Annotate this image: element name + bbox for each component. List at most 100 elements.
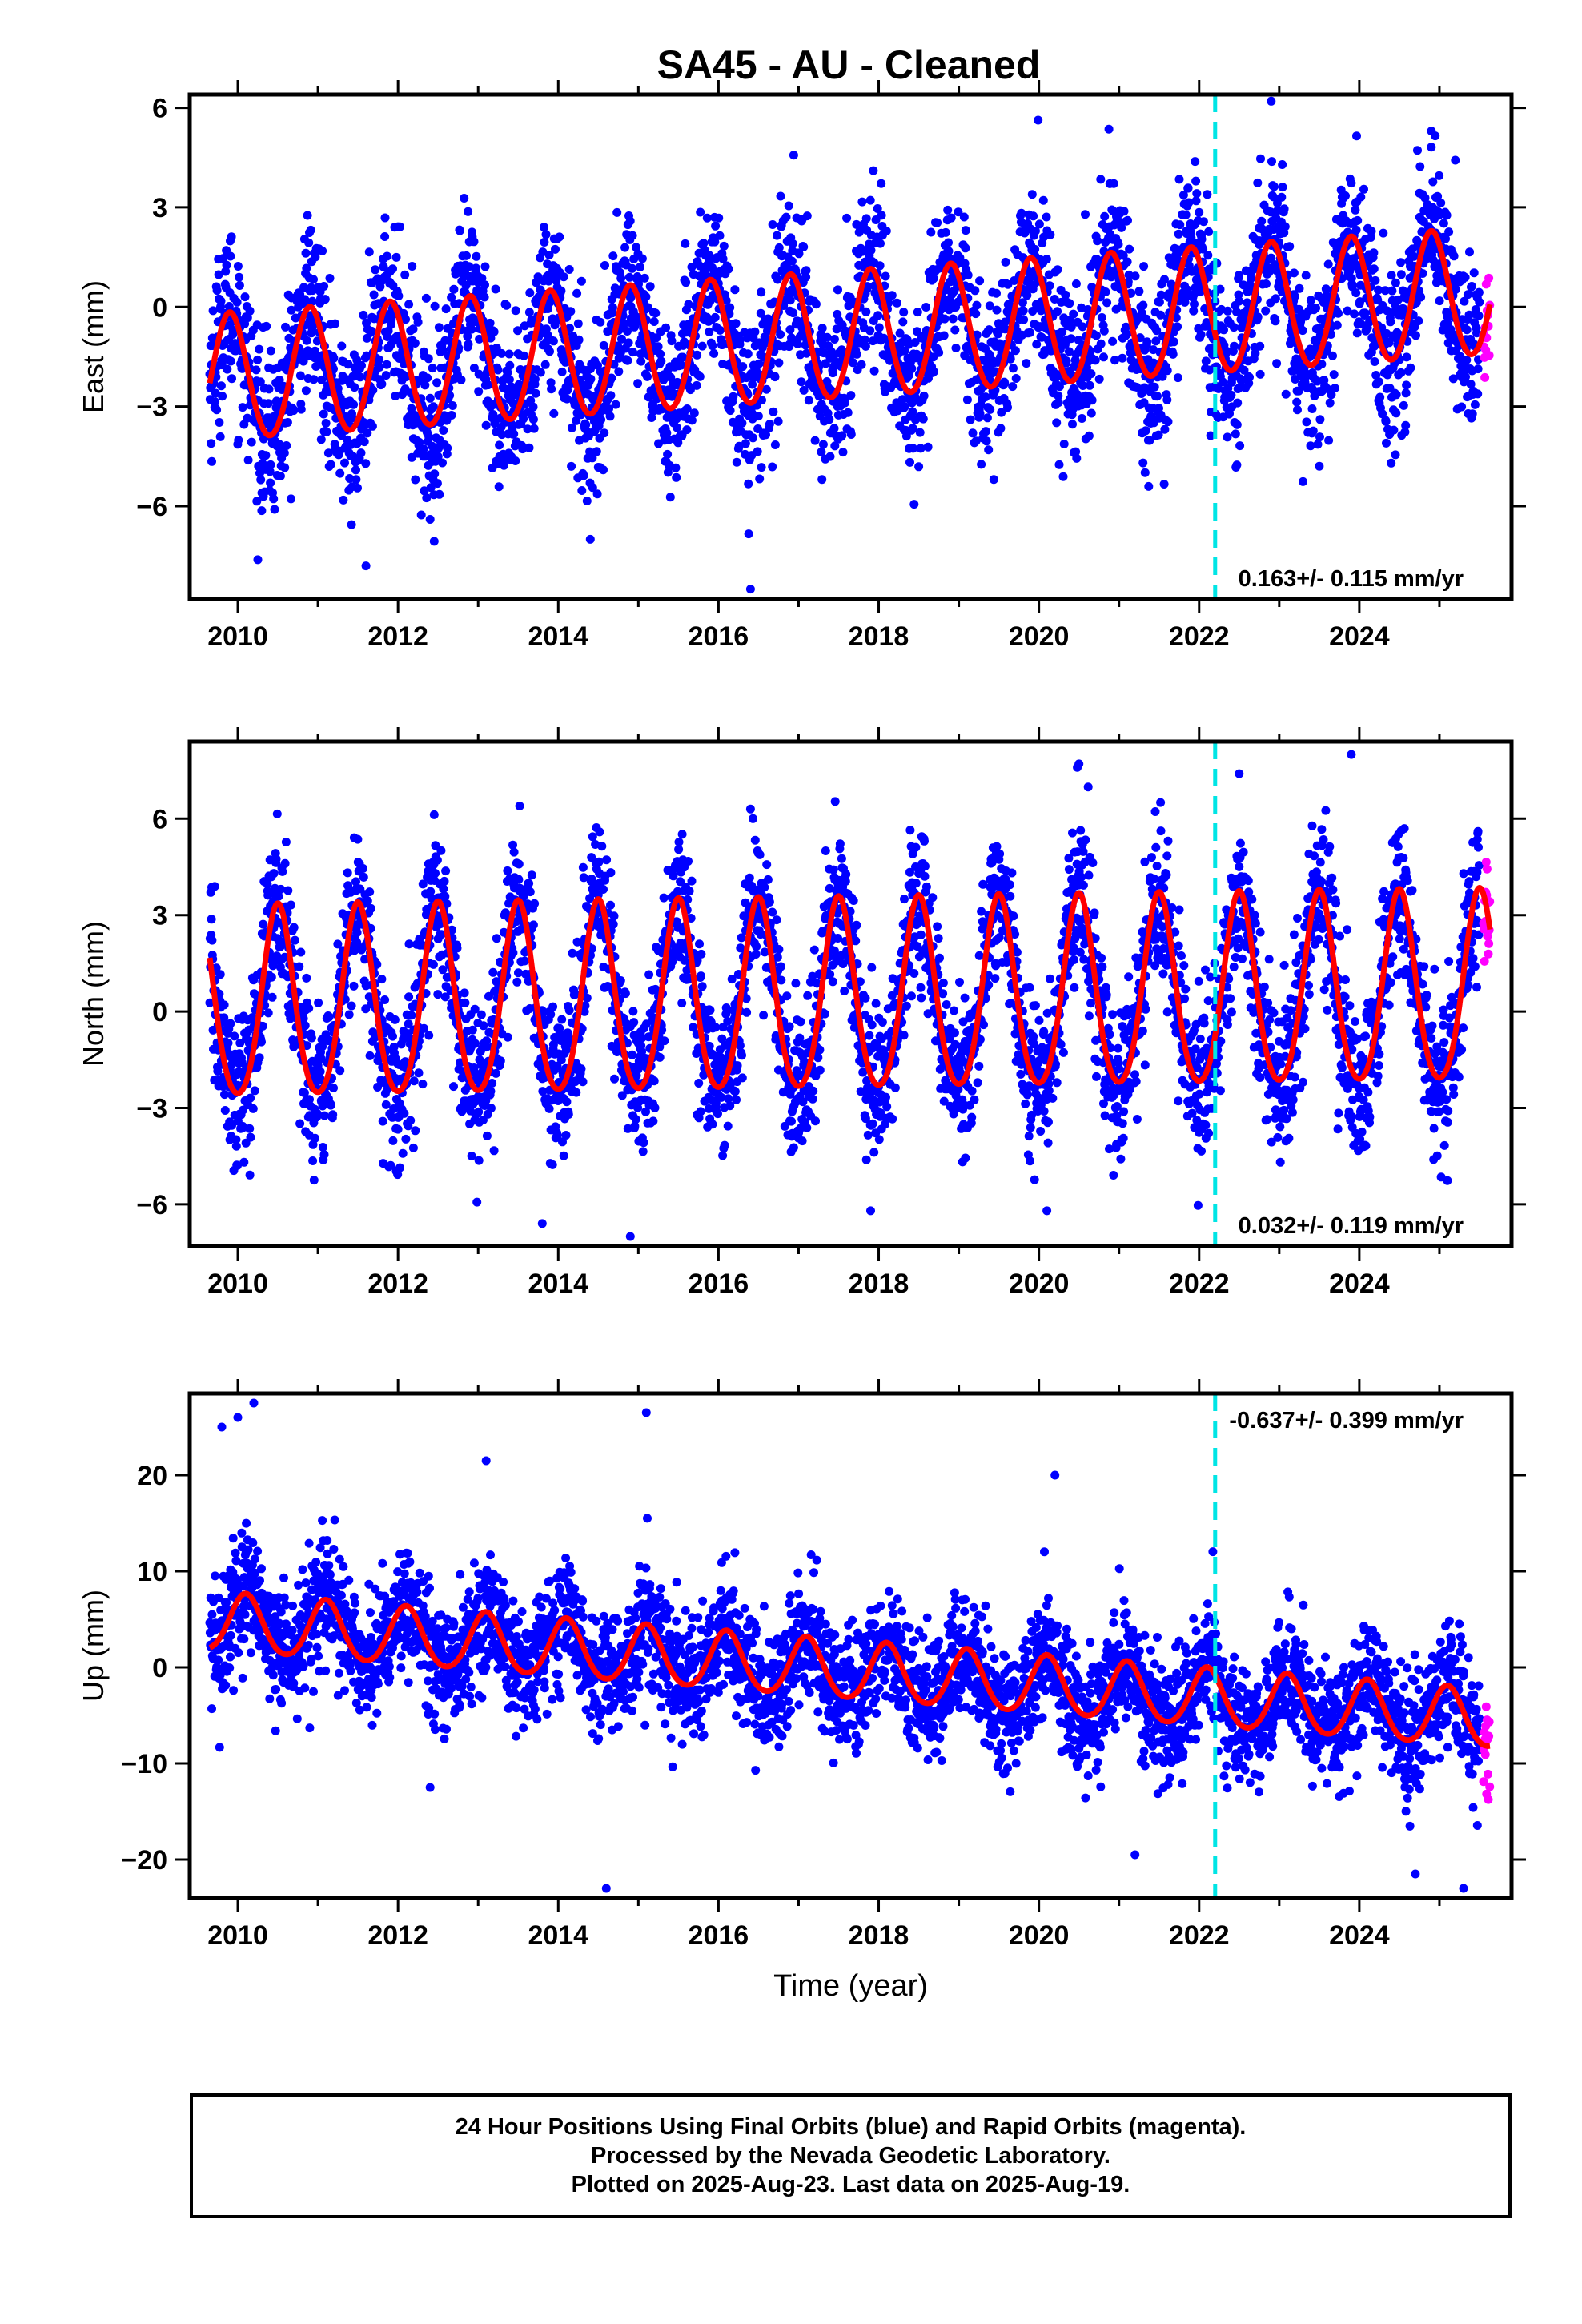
data-point (1451, 284, 1460, 294)
data-point (926, 227, 936, 237)
data-point (1065, 299, 1074, 308)
data-point (223, 1039, 233, 1047)
data-point (748, 380, 757, 389)
data-point (530, 899, 540, 908)
data-point (1223, 432, 1232, 442)
data-point (368, 385, 378, 395)
data-point (1472, 328, 1481, 338)
data-point (1470, 400, 1480, 409)
data-point (770, 440, 780, 449)
data-point (1058, 472, 1068, 481)
data-point (489, 1146, 499, 1156)
data-point (1317, 360, 1327, 369)
data-point (243, 456, 253, 465)
data-point (787, 256, 797, 266)
data-point (651, 308, 661, 318)
data-point (1092, 331, 1101, 340)
y-tick-label: 3 (152, 193, 167, 223)
data-point (1460, 272, 1470, 282)
data-point (1315, 415, 1325, 424)
data-point (547, 384, 556, 394)
data-point (416, 510, 426, 520)
data-point (1153, 392, 1162, 401)
data-point (673, 423, 681, 432)
data-point (475, 334, 484, 344)
data-point (372, 959, 382, 969)
data-point (428, 364, 437, 373)
data-point (596, 415, 606, 424)
data-point (1386, 317, 1395, 327)
data-point (364, 247, 374, 257)
data-point (1287, 336, 1296, 345)
data-point (500, 455, 509, 464)
data-point (1266, 207, 1275, 217)
data-point (1278, 183, 1287, 192)
data-point (1066, 334, 1076, 344)
data-point (1196, 330, 1206, 340)
data-point (841, 398, 849, 408)
data-point (866, 246, 876, 255)
data-point (1323, 259, 1333, 269)
final-orbit-points (205, 96, 1484, 594)
data-point (1173, 322, 1182, 332)
data-point (1236, 376, 1246, 385)
data-point (1032, 340, 1042, 349)
data-point (289, 923, 299, 932)
data-point (1022, 359, 1031, 368)
data-point (251, 365, 261, 375)
data-point (1391, 408, 1401, 418)
data-point (743, 349, 753, 359)
data-point (430, 301, 440, 311)
data-point (219, 1000, 229, 1010)
data-point (730, 285, 740, 295)
data-point (1239, 365, 1249, 375)
data-point (861, 214, 871, 223)
data-point (230, 1031, 239, 1041)
data-point (754, 359, 764, 368)
outlier-point (1138, 458, 1148, 468)
data-point (811, 300, 821, 309)
data-point (432, 855, 442, 865)
data-point (422, 493, 432, 503)
data-point (455, 226, 464, 235)
data-point (614, 367, 624, 376)
data-point (1462, 325, 1472, 335)
data-point (765, 420, 774, 429)
data-point (296, 404, 306, 414)
data-point (474, 1156, 484, 1165)
data-point (438, 458, 447, 468)
data-point (207, 439, 216, 448)
data-point (289, 406, 299, 416)
data-point (705, 327, 714, 336)
data-point (725, 406, 735, 416)
data-point (1199, 217, 1208, 227)
data-point (525, 887, 535, 897)
data-point (1122, 329, 1132, 339)
data-point (1389, 425, 1399, 435)
data-point (414, 1068, 424, 1078)
data-point (420, 380, 430, 390)
data-point (1162, 395, 1172, 404)
data-point (986, 404, 995, 414)
data-point (527, 870, 536, 880)
data-point (825, 415, 834, 424)
data-point (295, 371, 305, 380)
data-point (1465, 247, 1474, 257)
data-point (929, 274, 938, 283)
data-point (611, 400, 620, 409)
data-point (757, 463, 766, 472)
data-point (741, 439, 750, 448)
data-point (804, 396, 813, 405)
data-point (413, 317, 423, 327)
data-point (709, 348, 719, 358)
data-point (447, 411, 456, 420)
data-point (1027, 190, 1037, 199)
data-point (1469, 268, 1479, 278)
data-point (682, 404, 692, 413)
data-point (774, 358, 784, 368)
data-point (708, 341, 717, 351)
data-point (1281, 389, 1291, 399)
data-point (1255, 341, 1265, 351)
data-point (380, 995, 390, 1004)
data-point (633, 379, 643, 388)
